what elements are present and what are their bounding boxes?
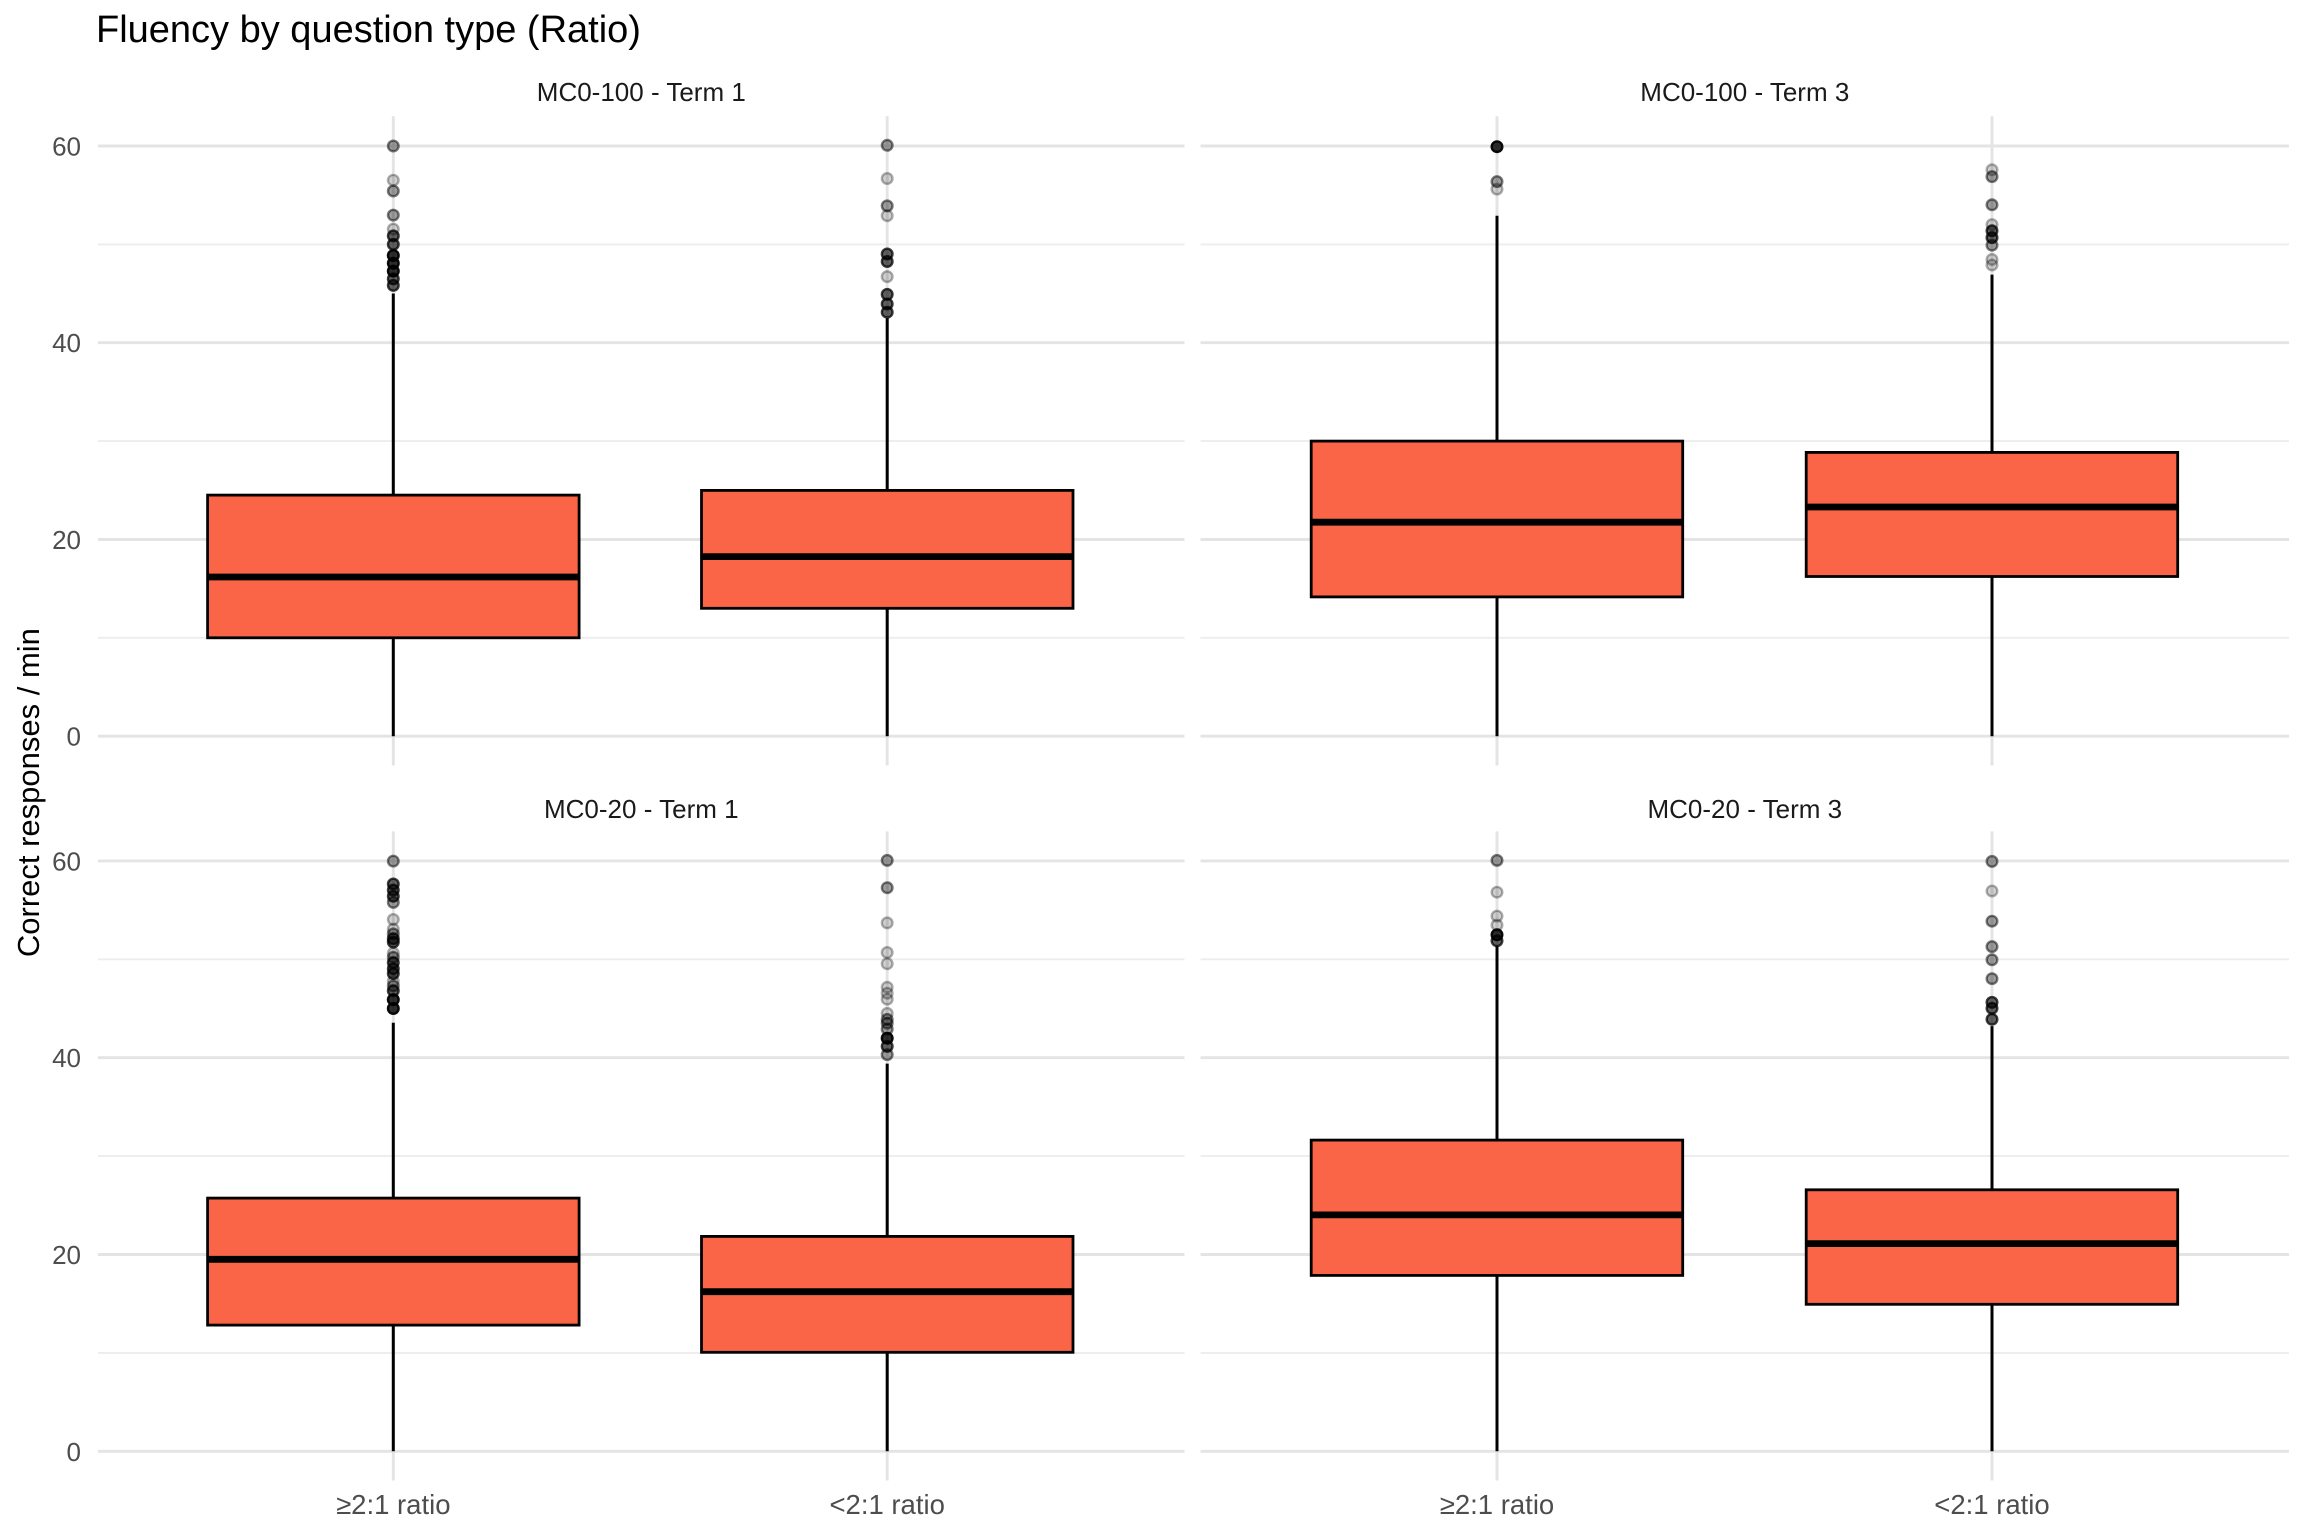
svg-text:Fluency by question type (Rati: Fluency by question type (Ratio) — [96, 9, 641, 51]
svg-text:40: 40 — [52, 1043, 81, 1073]
svg-text:MC0-20 - Term 3: MC0-20 - Term 3 — [1648, 794, 1843, 824]
svg-text:20: 20 — [52, 1240, 81, 1270]
svg-text:20: 20 — [52, 525, 81, 555]
svg-text:40: 40 — [52, 328, 81, 358]
svg-text:0: 0 — [67, 722, 81, 752]
svg-text:60: 60 — [52, 846, 81, 876]
svg-text:0: 0 — [67, 1437, 81, 1467]
svg-text:Correct responses / min: Correct responses / min — [11, 628, 46, 957]
svg-text:MC0-100 - Term 1: MC0-100 - Term 1 — [537, 77, 746, 107]
svg-text:≥2:1 ratio: ≥2:1 ratio — [1440, 1489, 1554, 1520]
svg-text:≥2:1 ratio: ≥2:1 ratio — [336, 1489, 450, 1520]
svg-text:MC0-100 - Term 3: MC0-100 - Term 3 — [1640, 77, 1849, 107]
svg-text:MC0-20 - Term 1: MC0-20 - Term 1 — [544, 794, 739, 824]
svg-text:60: 60 — [52, 132, 81, 162]
svg-text:<2:1 ratio: <2:1 ratio — [829, 1489, 944, 1520]
svg-text:<2:1 ratio: <2:1 ratio — [1934, 1489, 2049, 1520]
